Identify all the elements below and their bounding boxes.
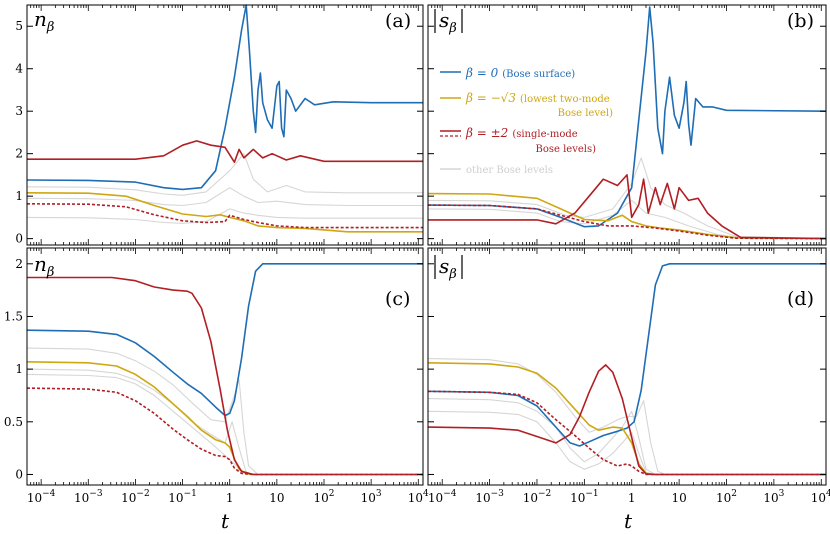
panel-d-tag: (d): [787, 288, 814, 310]
panel-d-frame: [427, 247, 827, 486]
panel-c-tag: (c): [385, 288, 410, 310]
panel-c: 0 0.5 1 1.5 2 10−4 10−3 10−2 10−1 1 10 102 103 104: [4, 247, 429, 505]
panel-d-xtick-label: 1: [628, 491, 636, 505]
panel-c-ytick-label: 1.5: [4, 309, 23, 323]
panel-d-series-3: [427, 390, 826, 476]
panel-c-xtick-label: 10−2: [121, 489, 150, 505]
panel-c-xtick-label: 103: [361, 489, 382, 505]
panel-c-series-6: [26, 373, 423, 476]
panel-a-series-4: [26, 153, 423, 196]
panel-d-series-0: [427, 263, 826, 447]
panel-c-series-3: [26, 387, 423, 476]
panel-c-frame: [26, 247, 424, 486]
panel-c-xtick-label: 10−1: [168, 489, 197, 505]
panel-c-xtick-label: 1: [226, 491, 234, 505]
panel-b-series-1: [427, 192, 827, 240]
panel-a-ytick-label: 2: [15, 147, 23, 161]
panel-a-ytick-label: 4: [15, 62, 23, 76]
panel-d-xtick-label: 103: [763, 489, 784, 505]
panel-c-series-5: [26, 368, 423, 476]
panel-a-ytick-label: 5: [15, 19, 23, 33]
panel-b-ylabel-text: sβ: [439, 8, 457, 36]
legend-label-single-mode-line2: Bose levels): [535, 144, 596, 155]
panel-d-xtick-label: 10−4: [428, 489, 457, 505]
panel-d-series-4: [427, 358, 826, 476]
panel-d-series-5: [427, 398, 826, 476]
legend: β = 0 (Bose surface) β = −√3 (lowest two-m…: [440, 66, 613, 176]
panel-a-ytick-label: 3: [15, 104, 23, 118]
panel-b-series-4: [427, 157, 827, 240]
panel-a-ytick-label: 0: [15, 232, 23, 246]
panel-a: 0 1 2 3 4 5: [15, 4, 424, 246]
panel-d-xtick-label: 10−1: [570, 489, 599, 505]
xlabel-right: t: [624, 509, 633, 533]
panel-b: [427, 4, 827, 246]
panel-c-series-4: [26, 347, 423, 476]
panel-b-series-0: [427, 6, 827, 228]
panel-a-series-0: [26, 4, 423, 191]
panel-c-xtick-label: 102: [313, 489, 334, 505]
legend-label-two-mode-line2: Bose level): [558, 108, 613, 119]
panel-c-ylabel: nβ: [34, 252, 54, 280]
panel-c-ytick-label: 0: [15, 467, 23, 481]
panel-d-xtick-label: 102: [716, 489, 737, 505]
legend-label-other: other Bose levels: [466, 165, 553, 176]
panel-c-series-2: [27, 276, 423, 476]
legend-label-bose-surface: β = 0 (Bose surface): [465, 66, 575, 80]
panel-c-xtick-label: 10: [269, 491, 284, 505]
panel-d-ylabel: sβ: [434, 254, 463, 282]
panel-a-series-5: [26, 187, 423, 207]
panel-c-xtick-label: 104: [408, 489, 429, 505]
panel-c-ytick-label: 1: [15, 362, 23, 376]
legend-label-two-mode: β = −√3 (lowest two-mode: [465, 91, 610, 105]
panel-a-tag: (a): [385, 10, 411, 32]
panel-c-xtick-label: 10−4: [27, 489, 56, 505]
panel-a-series-1: [26, 192, 423, 233]
panel-c-series-0: [26, 263, 423, 417]
xlabel-left: t: [221, 509, 230, 533]
panel-c-ytick-label: 0.5: [4, 415, 23, 429]
panel-b-tag: (b): [787, 10, 814, 32]
panels-layer: 0 1 2 3 4 5 0 0.5 1 1.5 2 10−4 10−3 10−2 10−1 1 10 102 103…: [4, 4, 830, 505]
panel-b-series-3: [427, 204, 827, 240]
panel-c-ytick-label: 2: [15, 257, 23, 271]
panel-d-xtick-label: 10−2: [523, 489, 552, 505]
legend-label-single-mode: β = ±2 (single-mode: [465, 126, 578, 140]
panel-c-xtick-label: 10−3: [74, 489, 103, 505]
panel-d-xtick-label: 104: [811, 489, 830, 505]
panel-d-xtick-label: 10−3: [475, 489, 504, 505]
panel-b-series-2: [428, 174, 827, 240]
panel-d-series-6: [427, 410, 826, 476]
panel-d-xtick-label: 10: [671, 491, 686, 505]
panel-d-series-2: [427, 364, 826, 476]
panel-a-series-2: [27, 140, 423, 163]
panel-d: 10−4 10−3 10−2 10−1 1 10 102 103 104: [427, 247, 830, 505]
panel-b-ylabel: sβ: [434, 8, 463, 36]
panel-b-series-5: [427, 199, 826, 240]
panel-a-ylabel: nβ: [34, 7, 54, 35]
panel-a-ytick-label: 1: [15, 189, 23, 203]
panel-d-ylabel-text: sβ: [439, 254, 457, 282]
